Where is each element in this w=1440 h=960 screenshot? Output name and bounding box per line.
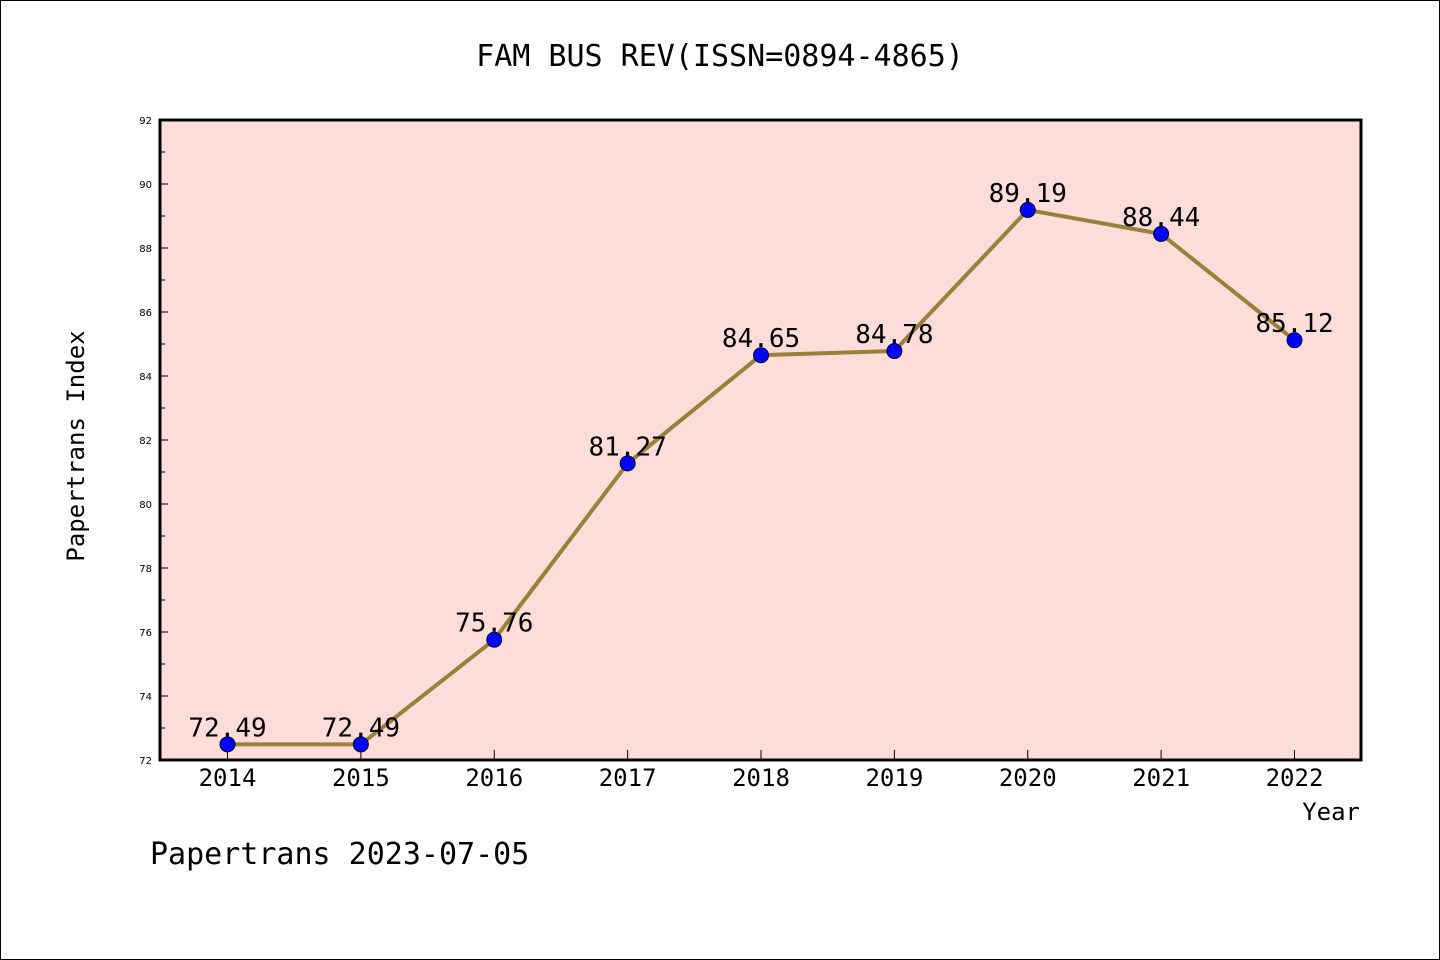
data-point-marker bbox=[886, 343, 903, 360]
y-tick-label: 84 bbox=[139, 372, 152, 383]
data-point-marker bbox=[753, 347, 769, 364]
y-tick-label: 72 bbox=[139, 756, 152, 767]
data-point-marker bbox=[619, 455, 636, 472]
y-tick-label: 86 bbox=[139, 308, 152, 319]
data-point-marker bbox=[352, 736, 369, 753]
x-tick-label: 2017 bbox=[599, 764, 657, 792]
x-tick-label: 2021 bbox=[1132, 764, 1190, 792]
data-point-marker bbox=[1019, 201, 1036, 218]
data-point-label: 84.65 bbox=[722, 324, 800, 354]
x-tick-label: 2020 bbox=[999, 764, 1057, 792]
data-markers bbox=[219, 201, 1303, 753]
data-point-label: 88.44 bbox=[1122, 203, 1200, 233]
data-point-label: 89.19 bbox=[989, 179, 1067, 209]
plot-border bbox=[158, 118, 1363, 762]
data-point-label: 75.76 bbox=[455, 609, 533, 639]
data-point-marker bbox=[1286, 332, 1303, 349]
x-tick-label: 2015 bbox=[332, 764, 390, 792]
data-point-label: 84.78 bbox=[855, 320, 933, 350]
data-point-marker bbox=[1153, 225, 1170, 242]
x-axis-ticks: 2014 2015 2016 2017 2018 2019 2020 2021 2022 bbox=[199, 750, 1324, 792]
data-point-label: 72.49 bbox=[322, 713, 400, 743]
x-tick-label: 2016 bbox=[465, 764, 523, 792]
y-tick-label: 88 bbox=[139, 244, 152, 255]
x-axis-label: Year bbox=[1302, 798, 1360, 826]
data-point-label: 72.49 bbox=[188, 713, 266, 743]
x-tick-label: 2018 bbox=[732, 764, 790, 792]
y-axis-label: Papertrans Index bbox=[62, 330, 90, 561]
x-tick-label: 2019 bbox=[865, 764, 923, 792]
x-tick-label: 2014 bbox=[199, 764, 257, 792]
y-tick-label: 76 bbox=[139, 628, 152, 639]
y-tick-label: 82 bbox=[139, 436, 152, 447]
footer-text: Papertrans 2023-07-05 bbox=[150, 837, 529, 872]
data-labels: 72.49 72.49 75.76 81.27 84.65 84.78 89.19 88.44… bbox=[188, 179, 1333, 743]
y-tick-label: 80 bbox=[139, 500, 152, 511]
data-point-label: 81.27 bbox=[588, 432, 666, 462]
data-point-marker bbox=[486, 631, 503, 648]
data-point-label: 85.12 bbox=[1255, 309, 1333, 339]
y-tick-label: 92 bbox=[139, 116, 152, 127]
y-tick-label: 78 bbox=[139, 564, 152, 575]
y-tick-label: 74 bbox=[139, 692, 152, 703]
x-tick-label: 2022 bbox=[1266, 764, 1324, 792]
data-point-marker bbox=[219, 736, 236, 753]
chart-title: FAM BUS REV(ISSN=0894-4865) bbox=[476, 39, 964, 74]
y-tick-label: 90 bbox=[139, 180, 152, 191]
